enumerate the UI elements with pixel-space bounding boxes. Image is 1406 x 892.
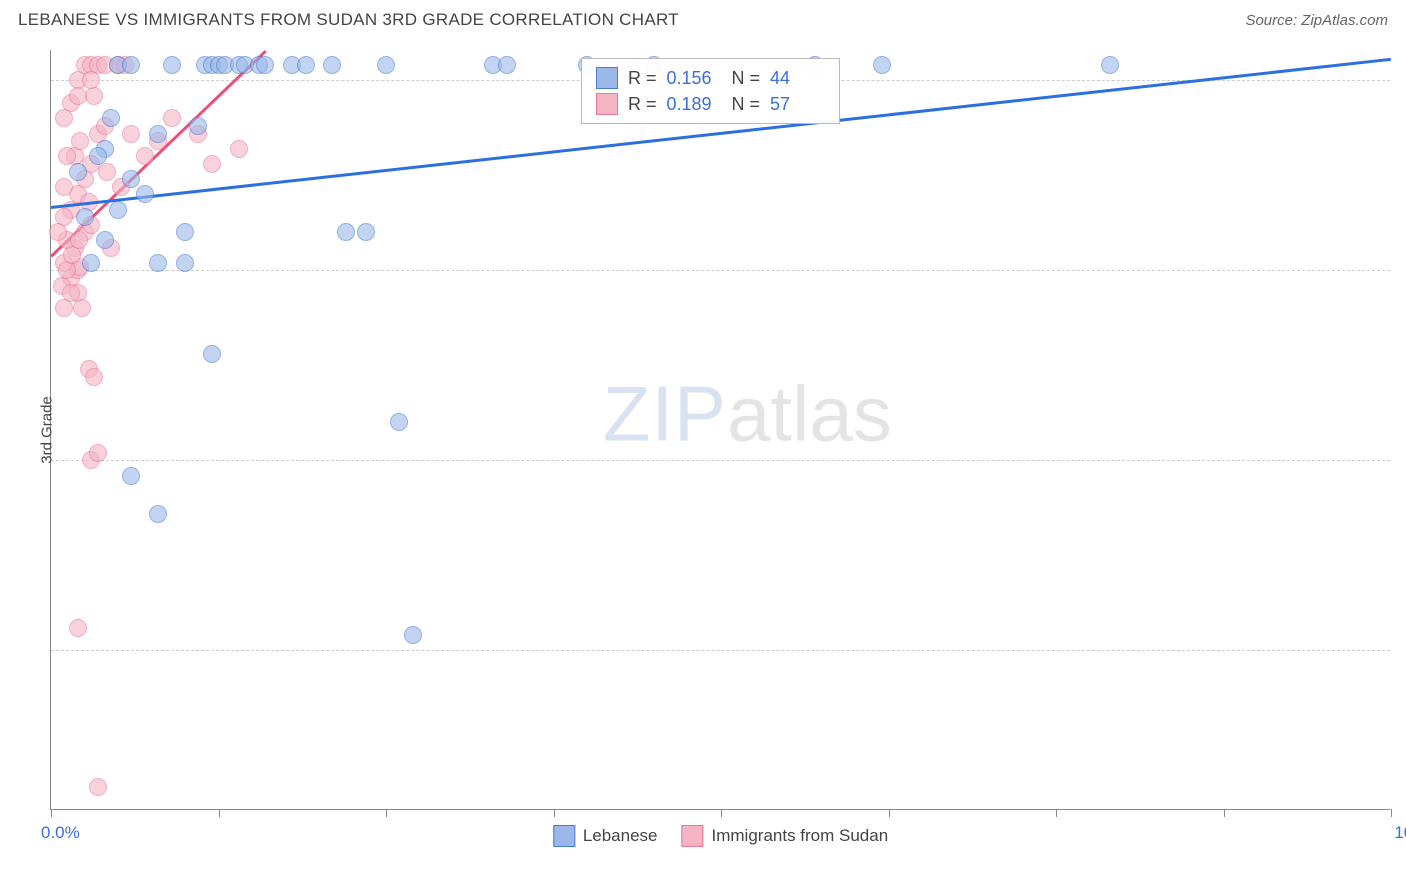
scatter-point xyxy=(102,109,120,127)
y-tick-label: 97.5% xyxy=(1397,261,1406,279)
y-tick-label: 95.0% xyxy=(1397,451,1406,469)
x-tick xyxy=(1224,809,1225,817)
scatter-point xyxy=(69,619,87,637)
scatter-point xyxy=(323,56,341,74)
scatter-point xyxy=(49,223,67,241)
stats-row-pink: R = 0.189 N = 57 xyxy=(596,91,825,117)
x-tick xyxy=(1056,809,1057,817)
chart-area: 3rd Grade 92.5%95.0%97.5%100.0% ZIPatlas… xyxy=(50,50,1390,810)
scatter-point xyxy=(122,170,140,188)
scatter-point xyxy=(89,444,107,462)
r-label: R = xyxy=(628,94,657,115)
y-tick-label: 100.0% xyxy=(1397,71,1406,89)
r-value-pink: 0.189 xyxy=(667,94,722,115)
scatter-point xyxy=(337,223,355,241)
stats-row-blue: R = 0.156 N = 44 xyxy=(596,65,825,91)
stats-box: R = 0.156 N = 44 R = 0.189 N = 57 xyxy=(581,58,840,124)
bottom-legend: Lebanese Immigrants from Sudan xyxy=(553,825,888,847)
scatter-point xyxy=(163,56,181,74)
plot-region: 92.5%95.0%97.5%100.0% xyxy=(51,50,1390,809)
swatch-pink xyxy=(596,93,618,115)
scatter-point xyxy=(98,163,116,181)
chart-title: LEBANESE VS IMMIGRANTS FROM SUDAN 3RD GR… xyxy=(18,10,679,30)
scatter-point xyxy=(96,231,114,249)
scatter-point xyxy=(73,299,91,317)
scatter-point xyxy=(149,125,167,143)
scatter-point xyxy=(122,125,140,143)
scatter-point xyxy=(71,132,89,150)
n-label: N = xyxy=(732,68,761,89)
scatter-point xyxy=(203,155,221,173)
scatter-point xyxy=(390,413,408,431)
x-tick xyxy=(1391,809,1392,817)
scatter-point xyxy=(1101,56,1119,74)
scatter-point xyxy=(89,778,107,796)
legend-label-pink: Immigrants from Sudan xyxy=(712,826,889,846)
scatter-point xyxy=(69,163,87,181)
scatter-point xyxy=(176,223,194,241)
scatter-point xyxy=(109,201,127,219)
n-value-blue: 44 xyxy=(770,68,825,89)
x-tick xyxy=(386,809,387,817)
scatter-point xyxy=(163,109,181,127)
header: LEBANESE VS IMMIGRANTS FROM SUDAN 3RD GR… xyxy=(0,0,1406,36)
scatter-point xyxy=(89,147,107,165)
scatter-point xyxy=(230,140,248,158)
scatter-point xyxy=(70,231,88,249)
scatter-point xyxy=(203,345,221,363)
scatter-point xyxy=(82,254,100,272)
x-tick xyxy=(554,809,555,817)
scatter-point xyxy=(122,467,140,485)
x-tick xyxy=(889,809,890,817)
legend-item-pink: Immigrants from Sudan xyxy=(682,825,889,847)
n-label: N = xyxy=(732,94,761,115)
scatter-point xyxy=(149,505,167,523)
gridline-h xyxy=(51,270,1390,271)
scatter-point xyxy=(256,56,274,74)
legend-item-blue: Lebanese xyxy=(553,825,658,847)
scatter-point xyxy=(69,87,87,105)
legend-swatch-blue xyxy=(553,825,575,847)
scatter-point xyxy=(85,87,103,105)
scatter-point xyxy=(85,368,103,386)
scatter-point xyxy=(873,56,891,74)
scatter-point xyxy=(297,56,315,74)
scatter-point xyxy=(498,56,516,74)
source-label: Source: ZipAtlas.com xyxy=(1245,12,1388,29)
x-axis-min-label: 0.0% xyxy=(41,823,80,843)
x-tick xyxy=(51,809,52,817)
gridline-h xyxy=(51,650,1390,651)
scatter-point xyxy=(55,109,73,127)
scatter-point xyxy=(377,56,395,74)
swatch-blue xyxy=(596,67,618,89)
r-value-blue: 0.156 xyxy=(667,68,722,89)
scatter-point xyxy=(176,254,194,272)
x-tick xyxy=(721,809,722,817)
gridline-h xyxy=(51,460,1390,461)
scatter-point xyxy=(136,185,154,203)
scatter-point xyxy=(122,56,140,74)
y-tick-label: 92.5% xyxy=(1397,641,1406,659)
scatter-point xyxy=(189,117,207,135)
scatter-point xyxy=(149,254,167,272)
scatter-point xyxy=(55,178,73,196)
legend-swatch-pink xyxy=(682,825,704,847)
x-tick xyxy=(219,809,220,817)
scatter-point xyxy=(357,223,375,241)
scatter-point xyxy=(136,147,154,165)
scatter-point xyxy=(404,626,422,644)
n-value-pink: 57 xyxy=(770,94,825,115)
x-axis-max-label: 100.0% xyxy=(1394,823,1406,843)
scatter-point xyxy=(76,208,94,226)
scatter-point xyxy=(82,71,100,89)
legend-label-blue: Lebanese xyxy=(583,826,658,846)
r-label: R = xyxy=(628,68,657,89)
